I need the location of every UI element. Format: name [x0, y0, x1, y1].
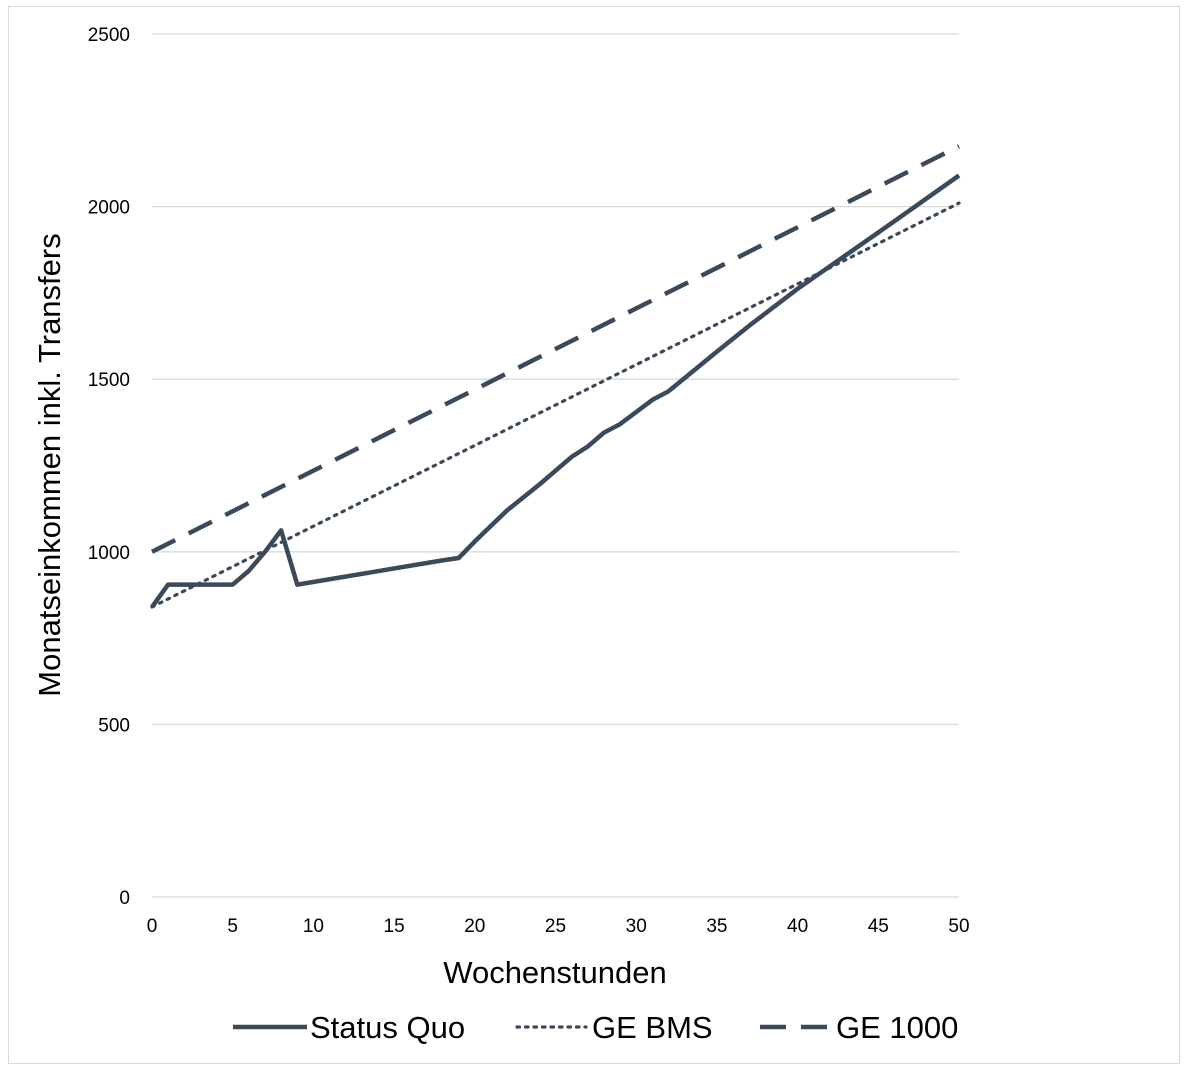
y-tick-label: 2500 [88, 25, 130, 46]
x-tick-label: 15 [384, 916, 405, 937]
x-tick-label: 0 [147, 916, 158, 937]
y-tick-label: 1500 [88, 370, 130, 391]
y-axis-title: Monatseinkommen inkl. Transfers [32, 233, 67, 696]
y-tick-label: 500 [98, 715, 130, 736]
x-tick-label: 50 [948, 916, 969, 937]
legend-item-status-quo: Status Quo [233, 1010, 465, 1045]
x-tick-label: 40 [787, 916, 808, 937]
chart-frame [8, 6, 1180, 1064]
legend-label-ge-bms: GE BMS [592, 1010, 713, 1045]
x-tick-label: 20 [464, 916, 485, 937]
y-tick-label: 2000 [88, 198, 130, 219]
legend-label-status-quo: Status Quo [310, 1010, 465, 1045]
legend-item-ge-bms: GE BMS [515, 1010, 713, 1045]
x-tick-label: 5 [227, 916, 238, 937]
x-tick-label: 45 [868, 916, 889, 937]
legend-item-ge-1000: GE 1000 [760, 1010, 958, 1045]
x-axis-ticks: 0 5 10 15 20 25 30 35 40 45 50 [147, 916, 970, 937]
y-tick-label: 1000 [88, 543, 130, 564]
legend-label-ge-1000: GE 1000 [836, 1010, 958, 1045]
x-tick-label: 25 [545, 916, 566, 937]
series-line-ge-bms [150, 201, 961, 609]
y-axis-ticks: 0 500 1000 1500 2000 2500 [88, 25, 130, 909]
series-lines [150, 144, 961, 609]
series-line-ge-1000 [150, 144, 961, 554]
gridlines [152, 33, 959, 898]
x-tick-label: 35 [706, 916, 727, 937]
legend: Status Quo GE BMS GE 1000 [233, 1010, 958, 1045]
y-tick-label: 0 [119, 888, 130, 909]
x-tick-label: 10 [303, 916, 324, 937]
series-line-status-quo [150, 173, 961, 609]
x-axis-title: Wochenstunden [443, 955, 666, 990]
x-tick-label: 30 [626, 916, 647, 937]
